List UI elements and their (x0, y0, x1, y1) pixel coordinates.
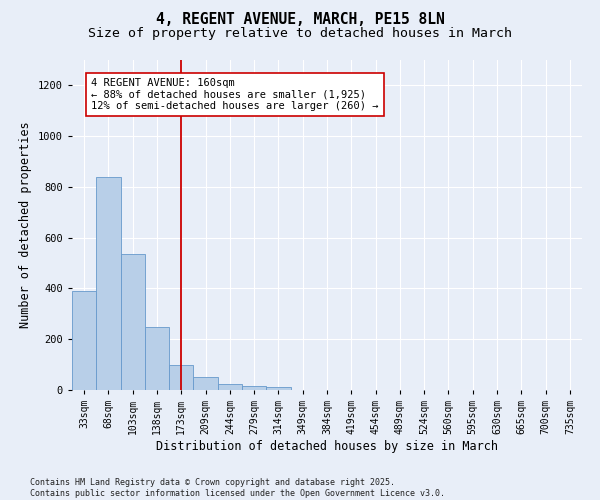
Bar (169, 364, 193, 390)
Bar (266, 386, 290, 390)
Bar (96, 177, 121, 390)
Text: Contains HM Land Registry data © Crown copyright and database right 2025.
Contai: Contains HM Land Registry data © Crown c… (30, 478, 445, 498)
Text: 4, REGENT AVENUE, MARCH, PE15 8LN: 4, REGENT AVENUE, MARCH, PE15 8LN (155, 12, 445, 28)
Bar (242, 386, 266, 390)
Bar (72, 291, 96, 390)
Y-axis label: Number of detached properties: Number of detached properties (19, 122, 32, 328)
Text: Size of property relative to detached houses in March: Size of property relative to detached ho… (88, 28, 512, 40)
X-axis label: Distribution of detached houses by size in March: Distribution of detached houses by size … (156, 440, 498, 453)
Text: 4 REGENT AVENUE: 160sqm
← 88% of detached houses are smaller (1,925)
12% of semi: 4 REGENT AVENUE: 160sqm ← 88% of detache… (91, 78, 379, 111)
Bar (145, 327, 169, 390)
Bar (218, 384, 242, 390)
Bar (193, 377, 218, 390)
Bar (121, 254, 145, 390)
